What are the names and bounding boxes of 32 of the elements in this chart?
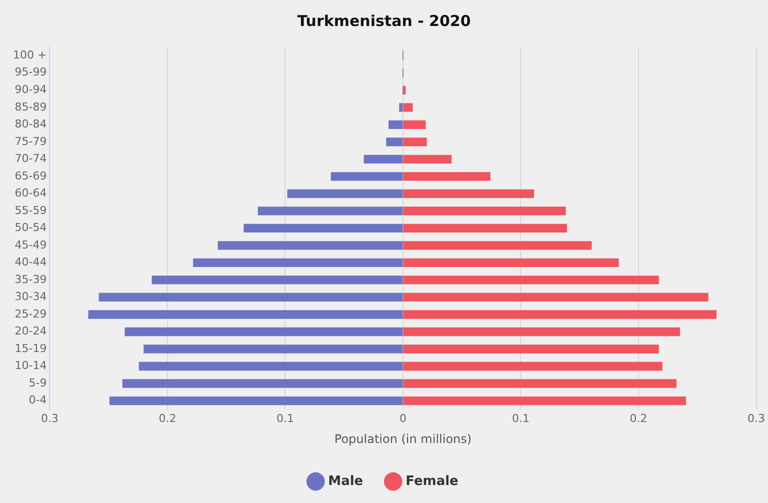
y-tick-label: 55-59 — [14, 204, 47, 217]
y-tick-label: 45-49 — [14, 238, 47, 252]
y-tick-label: 20-24 — [14, 324, 47, 338]
x-tick-label: 0.1 — [512, 412, 530, 425]
y-tick-label: 50-54 — [14, 221, 47, 234]
legend-label: Male — [328, 474, 364, 489]
y-tick-label: 95-99 — [14, 66, 47, 79]
y-tick-label: 10-14 — [14, 359, 47, 372]
legend-label: Female — [406, 474, 459, 489]
x-tick-label: 0.2 — [630, 412, 648, 425]
x-tick-label: 0.3 — [748, 412, 766, 425]
y-tick-label: 70-74 — [14, 152, 47, 166]
x-tick-label: 0.2 — [158, 412, 176, 425]
y-tick-label: 0-4 — [28, 394, 47, 407]
x-axis-title: Population (in millions) — [334, 432, 472, 446]
x-tick-label: 0.3 — [40, 412, 58, 425]
chart-title: Turkmenistan - 2020 — [297, 12, 471, 30]
y-tick-label: 90-94 — [14, 83, 47, 96]
y-tick-label: 100 + — [12, 48, 47, 62]
x-tick-label: 0 — [399, 412, 406, 425]
y-tick-label: 85-89 — [14, 100, 47, 114]
y-tick-label: 80-84 — [14, 118, 47, 131]
y-tick-label: 30-34 — [14, 290, 47, 304]
y-tick-label: 5-9 — [28, 376, 47, 390]
x-tick-label: 0.1 — [276, 412, 294, 425]
y-tick-label: 60-64 — [14, 186, 47, 200]
y-tick-label: 35-39 — [14, 272, 47, 286]
y-tick-label: 15-19 — [14, 342, 47, 355]
y-tick-label: 40-44 — [14, 256, 47, 269]
y-tick-label: 75-79 — [14, 134, 47, 148]
y-tick-label: 25-29 — [14, 307, 47, 320]
y-tick-label: 65-69 — [14, 169, 47, 182]
